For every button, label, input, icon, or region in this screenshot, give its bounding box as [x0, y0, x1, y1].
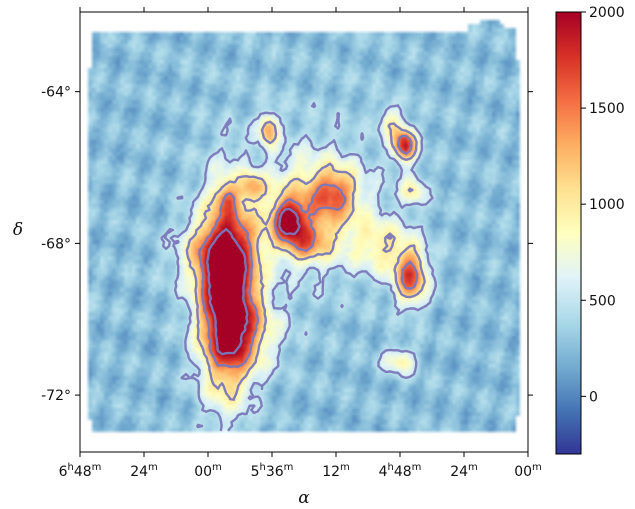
plot-frame — [79, 11, 529, 453]
x-tick-minute: 24 — [130, 464, 148, 480]
contour-level — [160, 102, 437, 432]
x-tick-minute-unit: m — [532, 462, 542, 473]
x-tick-label: 4h48m — [379, 462, 422, 480]
x-tick-minute-unit: m — [468, 462, 478, 473]
contour-level — [198, 134, 419, 369]
x-tick-minute-unit: m — [284, 462, 294, 473]
colorbar: 0 500 1000 1500 2000 — [555, 5, 625, 455]
x-tick-minute-unit: m — [340, 462, 350, 473]
x-tick-minute-unit: m — [92, 462, 102, 473]
x-tick-minute: 12 — [322, 464, 340, 480]
colorbar-tick-label: 1500 — [589, 101, 625, 117]
x-tick-hour: 4 — [379, 464, 388, 480]
colorbar-tick-label: 1000 — [589, 197, 625, 213]
x-tick-label: 5h36m — [251, 462, 294, 480]
x-tick-minute: 00 — [514, 464, 532, 480]
y-tick-label: -64° — [41, 85, 71, 101]
x-tick-minute-unit: m — [148, 462, 158, 473]
x-tick-label: 00m — [194, 462, 222, 480]
x-tick-minute: 48 — [74, 464, 92, 480]
x-tick-hour: 5 — [251, 464, 260, 480]
x-tick-label: 24m — [450, 462, 478, 480]
x-tick-hour-unit: h — [388, 462, 394, 473]
x-tick-minute-unit: m — [412, 462, 422, 473]
x-tick-minute: 48 — [394, 464, 412, 480]
colorbar-ticks: 0 500 1000 1500 2000 — [581, 5, 625, 405]
colorbar-tick-label: 500 — [589, 293, 616, 309]
colorbar-tick-label: 2000 — [589, 5, 625, 21]
colorbar-tick-label: 0 — [589, 389, 598, 405]
x-tick-minute: 00 — [194, 464, 212, 480]
colorbar-gradient — [555, 11, 582, 455]
x-tick-hour: 6 — [59, 464, 68, 480]
contour-level — [185, 120, 426, 401]
x-tick-label: 6h48m — [59, 462, 102, 480]
x-tick-label: 00m — [514, 462, 542, 480]
x-tick-hour-unit: h — [260, 462, 266, 473]
contour-level — [205, 207, 301, 356]
x-tick-minute: 36 — [266, 464, 284, 480]
x-tick-minute: 24 — [450, 464, 468, 480]
contour-lines — [160, 102, 437, 432]
y-tick-label: -72° — [41, 388, 71, 404]
y-axis-ticks: -64° -68° -72° — [41, 85, 533, 404]
x-axis-title: α — [298, 488, 310, 508]
plot-area: 6h48m 24m 00m 5h36m 12m 4h48m 24m 00m -64°-68°-… — [41, 7, 542, 480]
x-tick-label: 24m — [130, 462, 158, 480]
y-tick-label: -68° — [41, 236, 71, 252]
x-tick-label: 12m — [322, 462, 350, 480]
x-tick-minute-unit: m — [212, 462, 222, 473]
x-axis-ticks: 6h48m 24m 00m 5h36m 12m 4h48m 24m 00m — [59, 7, 542, 480]
x-tick-hour-unit: h — [68, 462, 74, 473]
intensity-heatmap — [80, 12, 528, 452]
y-axis-title: δ — [13, 220, 23, 240]
